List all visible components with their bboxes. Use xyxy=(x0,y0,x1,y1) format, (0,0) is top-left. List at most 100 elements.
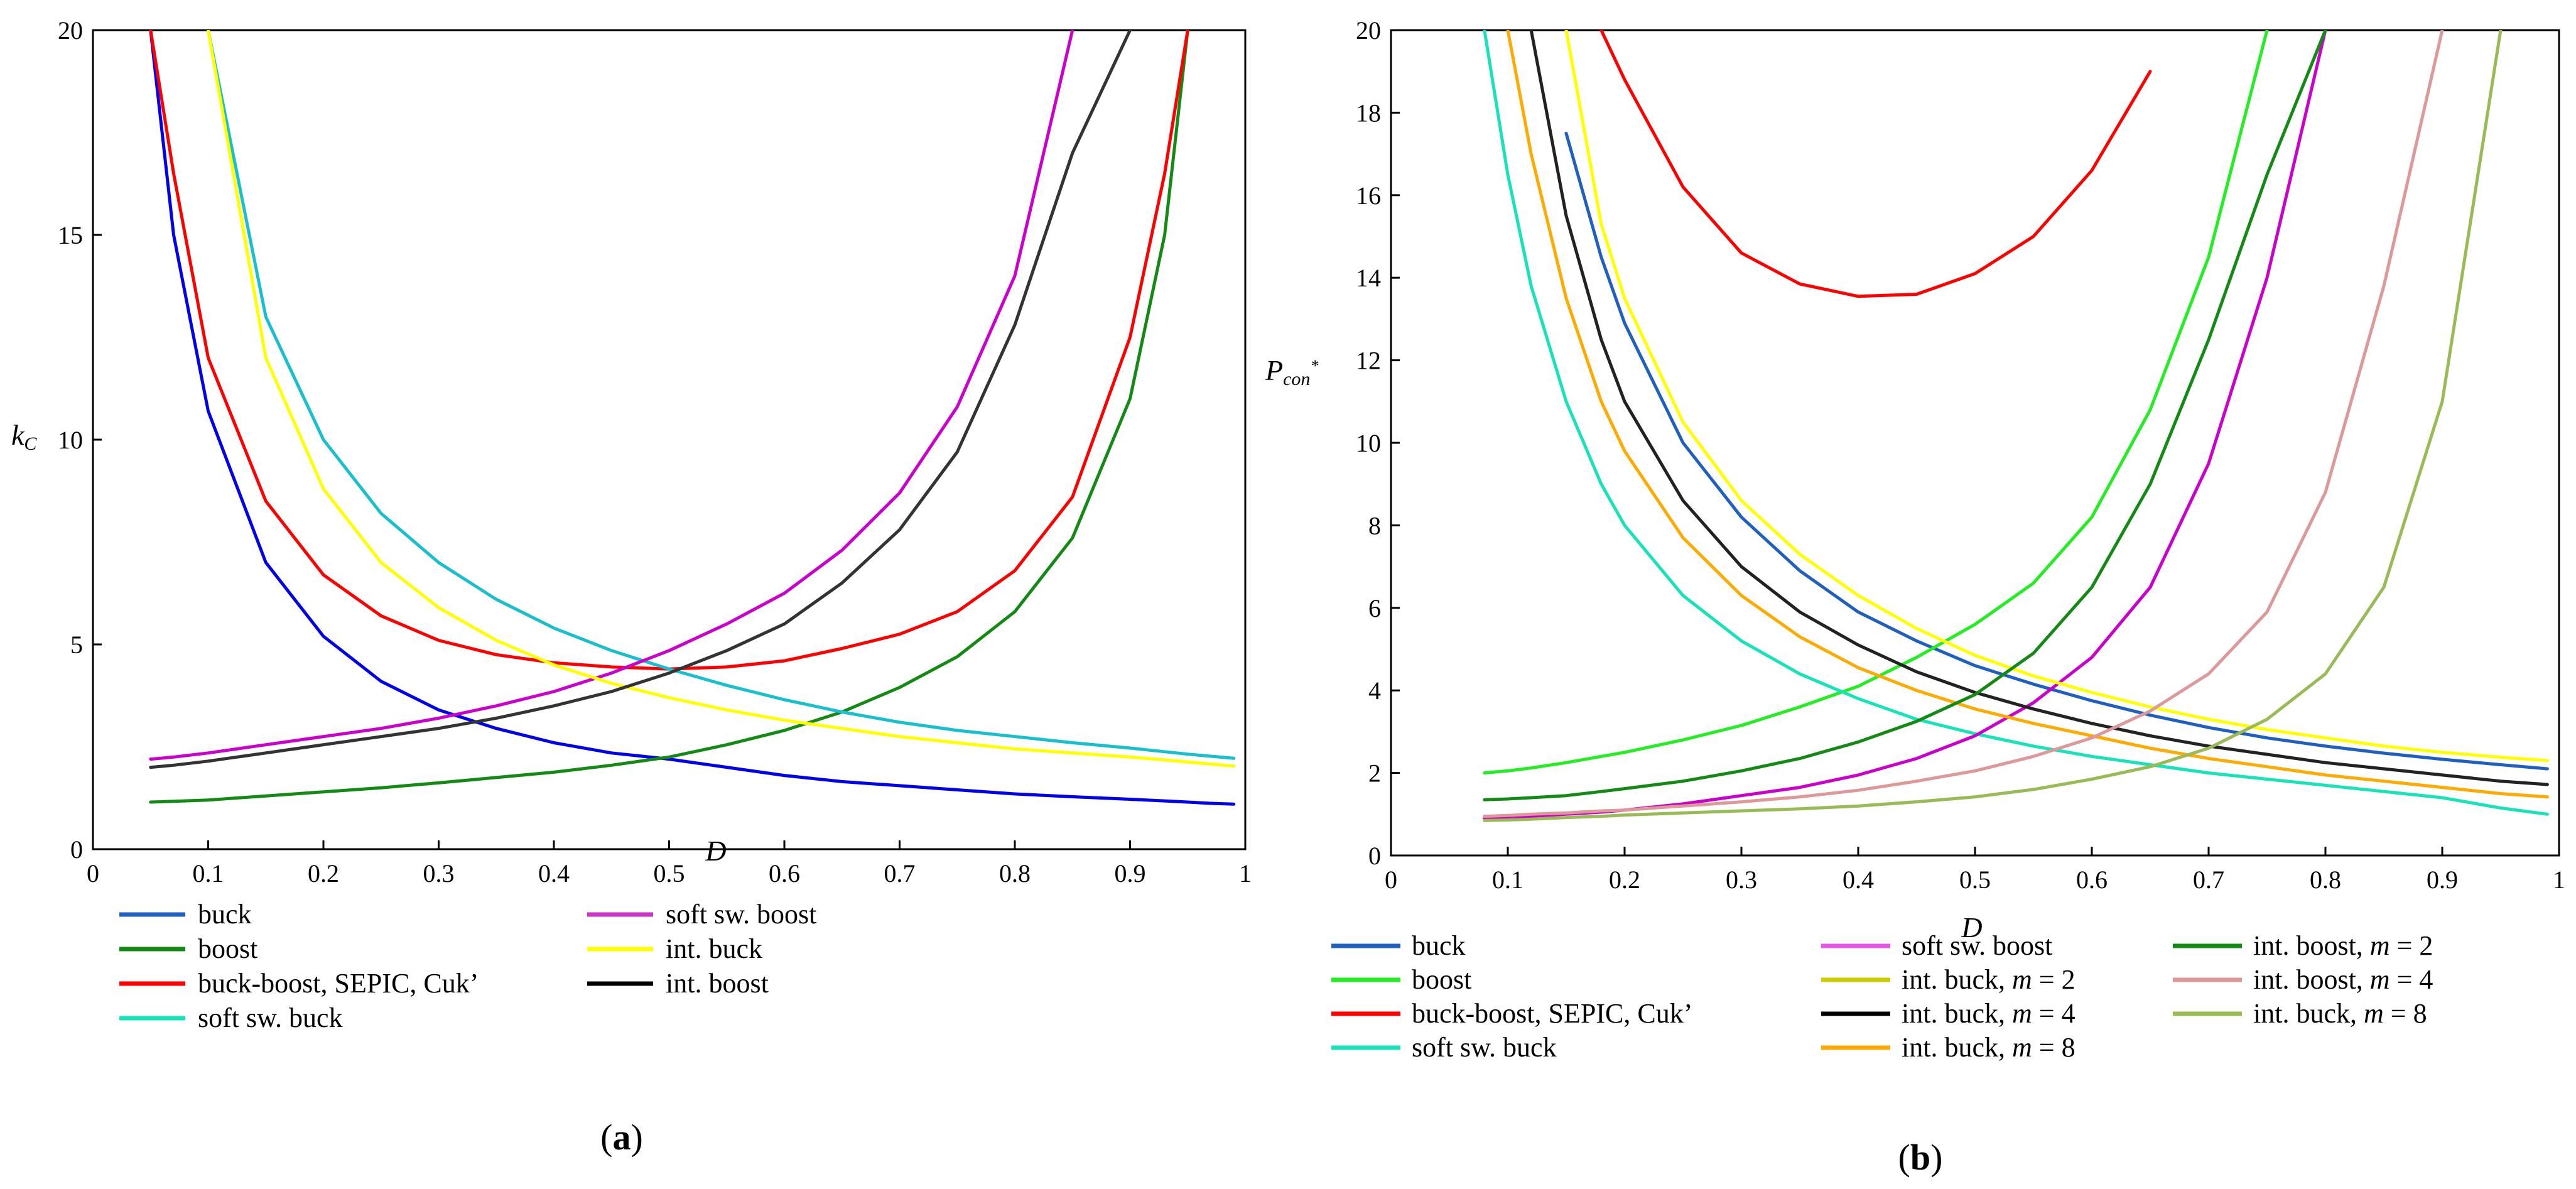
legend-label-part: boost xyxy=(1412,964,1471,995)
panel-a-x-tick-label: 0 xyxy=(87,859,99,888)
legend-item: int. buck, m = 4 xyxy=(1821,998,2075,1029)
panel-b-y-tick-label: 18 xyxy=(1356,99,1381,127)
legend-label: buck-boost, SEPIC, Cuk’ xyxy=(198,968,479,999)
panel-b-series-line xyxy=(1483,30,2444,818)
legend-item: int. boost, m = 2 xyxy=(2173,930,2433,961)
panel-a-x-axis-label: D xyxy=(705,835,726,867)
panel-a-x-tick-label: 0.5 xyxy=(654,859,685,888)
legend-label-part: m xyxy=(2012,1032,2032,1063)
panel-a-series-line xyxy=(149,30,1189,671)
panel-b-x-tick-label: 0.6 xyxy=(2076,866,2108,894)
legend-label-part: = 8 xyxy=(2384,998,2427,1029)
panel-b-series-line xyxy=(1483,30,2503,822)
panel-a-series-line xyxy=(149,30,1132,769)
legend-label-part: m xyxy=(2012,964,2032,995)
legend-item: buck-boost, SEPIC, Cuk’ xyxy=(119,968,479,999)
legend-label: int. boost, m = 2 xyxy=(2253,930,2433,961)
legend-label: buck xyxy=(1412,930,1466,961)
legend-label-part: m xyxy=(2370,930,2390,961)
legend-label-part: = 4 xyxy=(2032,998,2075,1029)
legend-item: soft sw. boost xyxy=(587,899,816,930)
legend-label-part: int. boost xyxy=(666,968,769,999)
panel-a-ticks xyxy=(92,29,1247,850)
panel-b-x-tick-label: 0 xyxy=(1385,866,1397,894)
legend-label: int. buck, m = 8 xyxy=(2253,998,2427,1029)
legend-label-part: = 2 xyxy=(2390,930,2433,961)
panel-a-x-tick-label: 0.8 xyxy=(999,859,1031,888)
panel-b-x-tick-label: 0.8 xyxy=(2310,866,2341,894)
panel-b-caption: (b) xyxy=(1898,1137,1943,1178)
panel-b-y-tick-label: 6 xyxy=(1368,594,1381,622)
legend-item: int. buck, m = 2 xyxy=(1821,964,2075,995)
panel-a-series-line xyxy=(207,30,1236,760)
panel-b-x-tick-label: 0.7 xyxy=(2193,866,2224,894)
legend-label: int. buck, m = 4 xyxy=(1902,998,2075,1029)
panel-b-series-line xyxy=(1506,30,2549,799)
legend-label-part: boost xyxy=(198,933,257,964)
legend-label-part: m xyxy=(2364,998,2384,1029)
panel-a-series-line xyxy=(149,30,1236,806)
panel-a-x-tick-label: 1 xyxy=(1239,859,1252,888)
panel-a-series-line xyxy=(149,30,1189,804)
legend-label-part: buck xyxy=(198,899,252,930)
legend-item: boost xyxy=(1331,964,1471,995)
panel-b-y-tick-label: 12 xyxy=(1356,347,1381,375)
legend-item: buck-boost, SEPIC, Cuk’ xyxy=(1331,998,1692,1029)
panel-b-x-tick-label: 0.4 xyxy=(1843,866,1874,894)
panel-b-series-line xyxy=(1483,30,2327,801)
panel-b-y-tick-label: 16 xyxy=(1356,182,1381,210)
panel-b-x-tick-label: 0.5 xyxy=(1959,866,1991,894)
panel-a-caption-letter: a xyxy=(613,1117,631,1158)
panel-b-tick-labels: 0 0.1 0.2 0.3 0.4 0.5 0.6 0.7 0.8 0.9 102468101214… xyxy=(1356,16,2565,894)
legend-label-part: m xyxy=(2012,998,2032,1029)
legend-label: int. buck, m = 8 xyxy=(1902,1032,2075,1063)
legend-label-part: int. boost, xyxy=(2253,930,2370,961)
panel-b-y-tick-label: 14 xyxy=(1356,264,1381,292)
legend-item: boost xyxy=(119,933,257,964)
legend-label: boost xyxy=(198,933,257,964)
panel-b-x-tick-label: 0.3 xyxy=(1726,866,1757,894)
panel-a-x-tick-label: 0.2 xyxy=(308,859,339,888)
legend-label-part: buck xyxy=(1412,930,1466,961)
panel-a-x-tick-label: 0.3 xyxy=(423,859,455,888)
legend-item: int. buck xyxy=(587,933,762,964)
panel-a-x-tick-label: 0.4 xyxy=(538,859,570,888)
panel-b-x-tick-label: 1 xyxy=(2553,866,2565,894)
legend-label: int. boost, m = 4 xyxy=(2253,964,2433,995)
panel-b-y-axis-label-superscript: * xyxy=(1310,357,1318,375)
legend-label-part: soft sw. buck xyxy=(1412,1032,1557,1063)
panel-b-series-line xyxy=(1483,30,2549,816)
legend-label-part: int. buck, xyxy=(1902,1032,2012,1063)
panel-b-y-tick-label: 20 xyxy=(1356,16,1381,45)
panel-a-series-line xyxy=(149,30,1074,761)
panel-a-x-tick-label: 0.9 xyxy=(1115,859,1146,888)
legend-item: buck xyxy=(119,899,252,930)
legend-label: soft sw. buck xyxy=(1412,1032,1557,1063)
legend-label-part: int. buck, xyxy=(1902,964,2012,995)
legend-label: soft sw. buck xyxy=(198,1002,343,1033)
legend-item: buck xyxy=(1331,930,1466,961)
legend-label-part: int. buck, xyxy=(2253,998,2364,1029)
panel-b: 0 0.1 0.2 0.3 0.4 0.5 0.6 0.7 0.8 0.9 102468101214… xyxy=(1265,16,2565,1178)
legend-item: int. boost, m = 4 xyxy=(2173,964,2433,995)
legend-label-part: int. buck xyxy=(666,933,762,964)
legend-label-part: m xyxy=(2370,964,2390,995)
legend-label: buck xyxy=(198,899,252,930)
legend-item: int. boost xyxy=(587,968,769,999)
panel-a-y-tick-label: 0 xyxy=(70,835,83,864)
legend-label: buck-boost, SEPIC, Cuk’ xyxy=(1412,998,1692,1029)
panel-b-series-line xyxy=(1599,30,2152,298)
legend-item: int. buck, m = 8 xyxy=(2173,998,2427,1029)
legend-label-part: int. buck, xyxy=(1902,998,2012,1029)
panel-b-caption-letter: b xyxy=(1910,1137,1930,1178)
panel-a-x-tick-label: 0.7 xyxy=(884,859,916,888)
panel-b-x-tick-label: 0.2 xyxy=(1609,866,1640,894)
panel-b-series xyxy=(1483,30,2549,822)
legend-label: int. buck xyxy=(666,933,762,964)
panel-b-x-tick-label: 0.1 xyxy=(1492,866,1523,894)
panel-b-series-line xyxy=(1483,30,2269,775)
legend-label-part: soft sw. boost xyxy=(1902,930,2052,961)
